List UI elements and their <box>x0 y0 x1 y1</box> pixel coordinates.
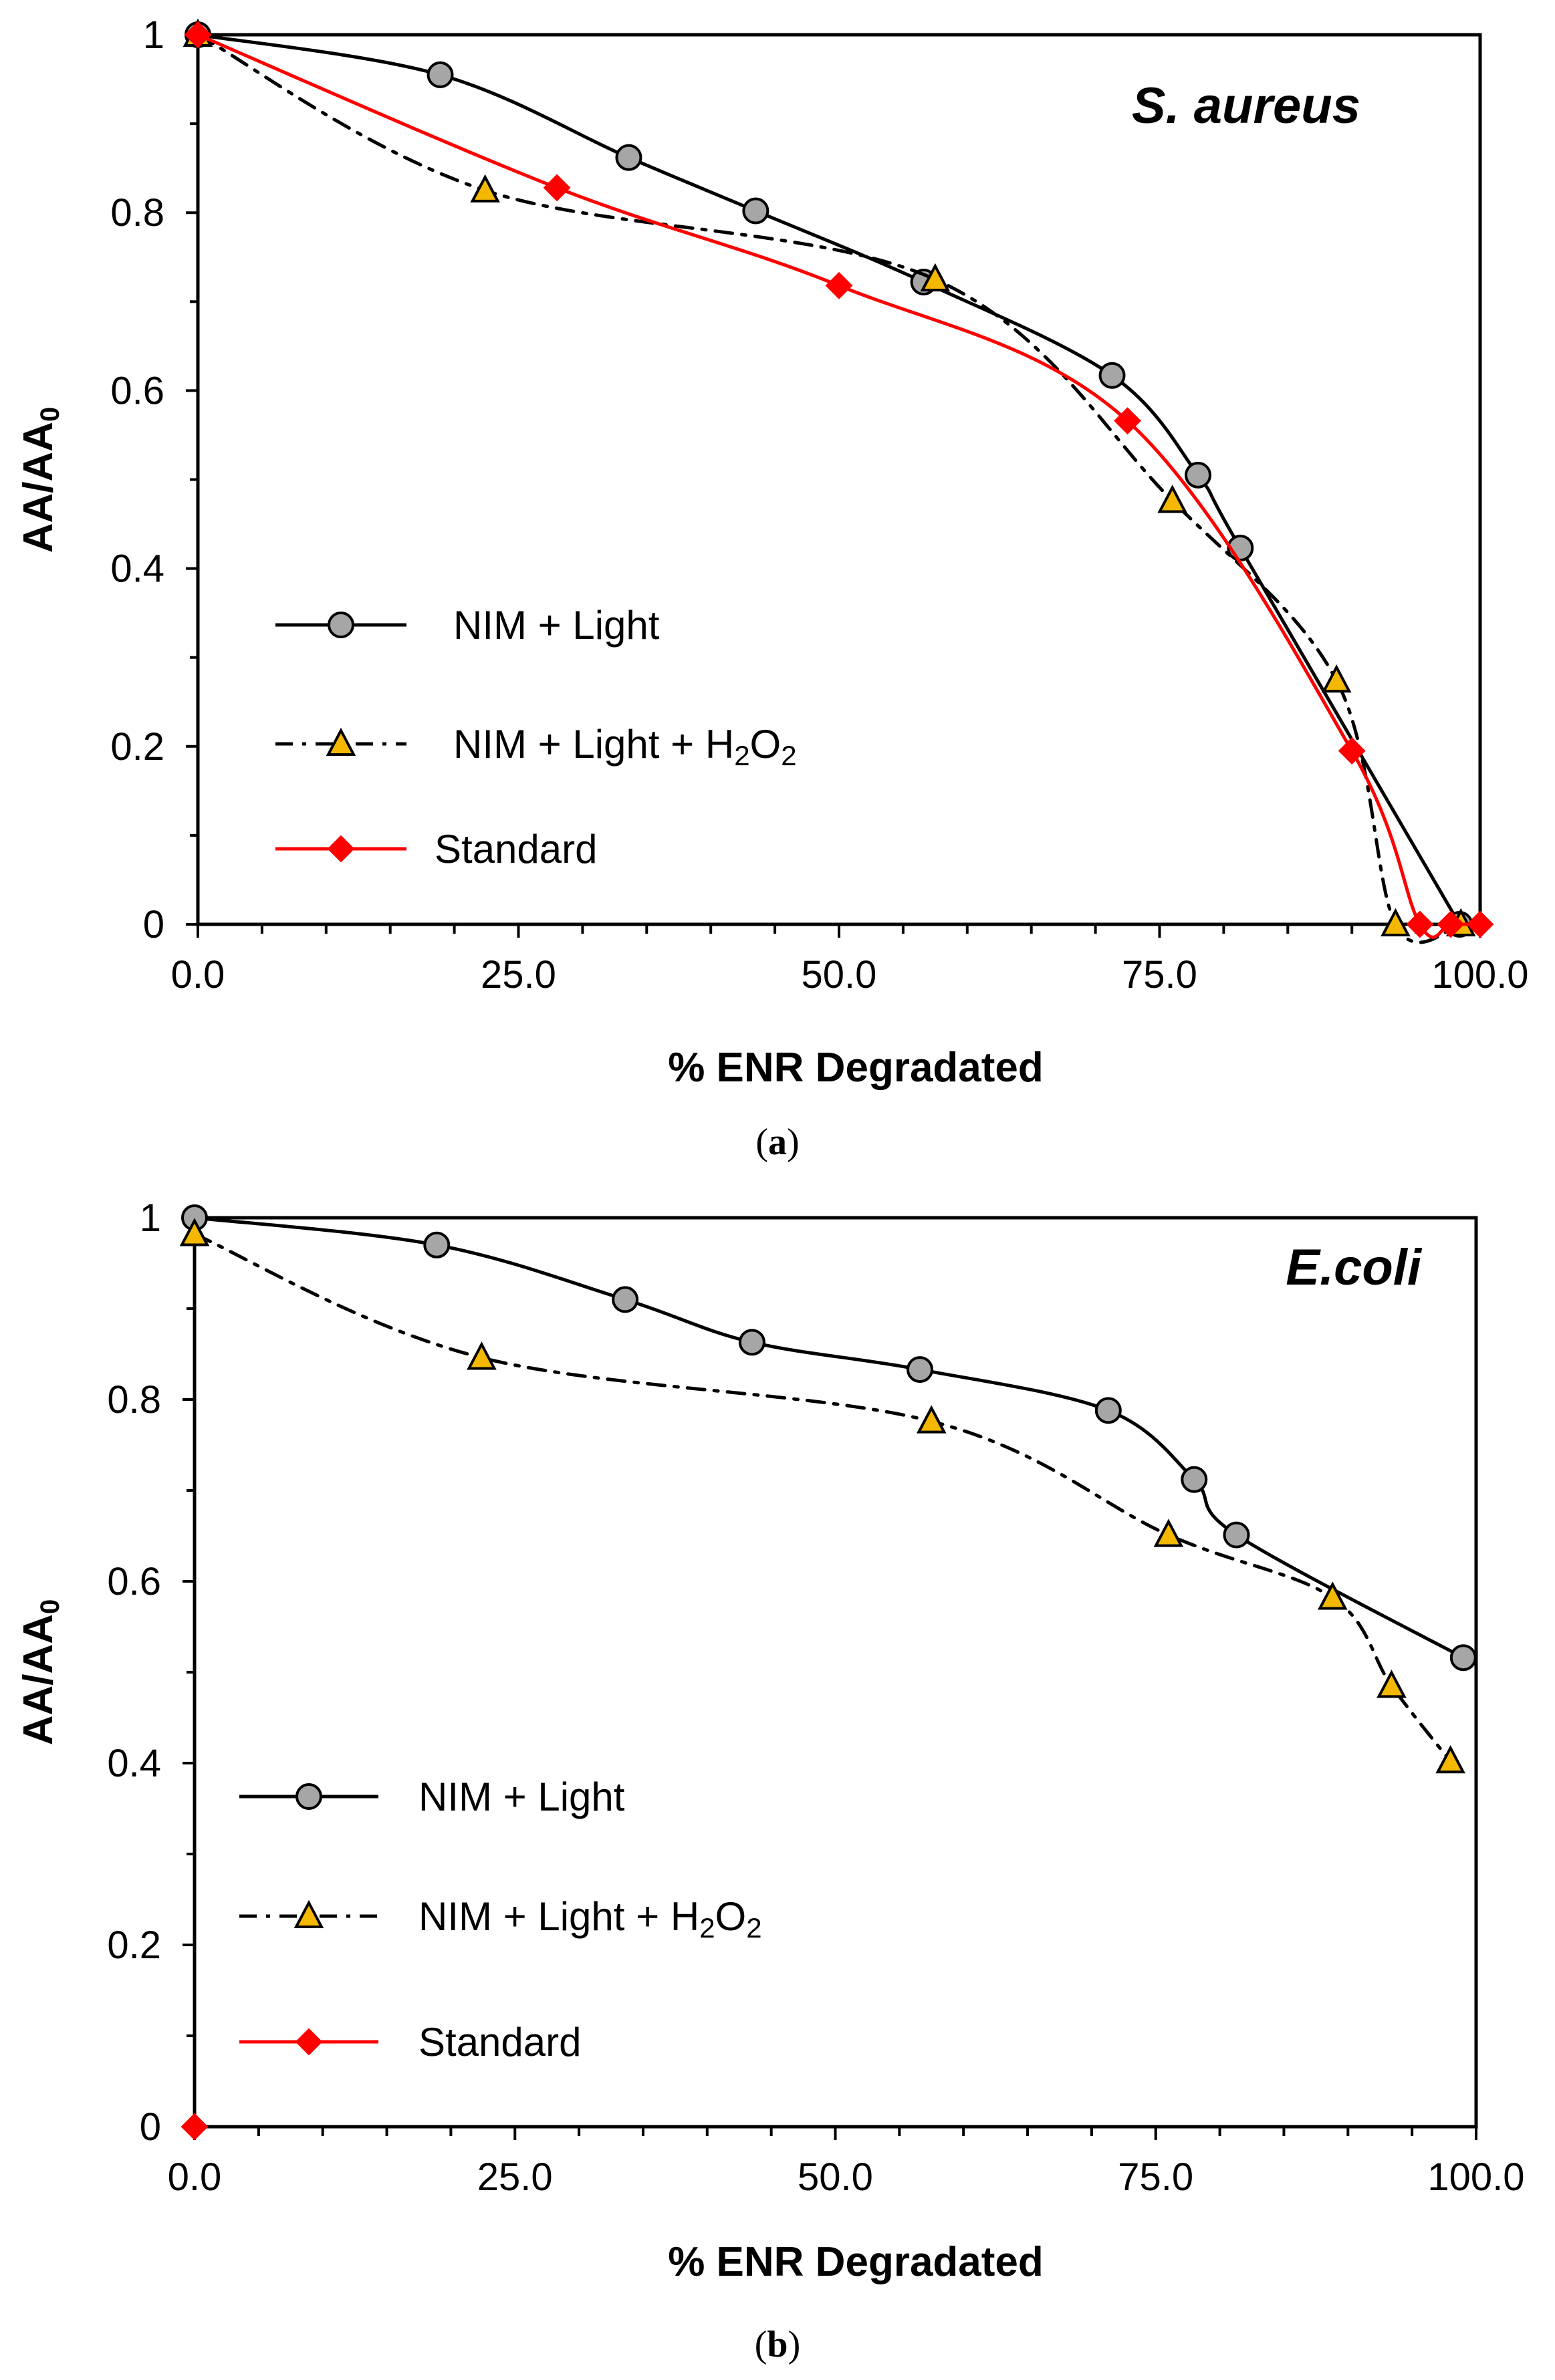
data-point <box>1435 1744 1465 1774</box>
data-point <box>1406 910 1434 938</box>
x-tick-label: 50.0 <box>802 953 877 997</box>
series-line <box>196 33 1482 939</box>
legend-entry: Standard <box>275 827 598 872</box>
legend-label: NIM + Light <box>418 1774 625 1819</box>
y-tick-label: 0.4 <box>107 1742 161 1785</box>
data-point <box>470 174 500 203</box>
data-point <box>1153 1518 1184 1547</box>
legend-entry: NIM + Light + H2O2 <box>239 1894 762 1944</box>
data-point <box>184 21 212 49</box>
x-axis-title: % ENR Degradated <box>668 2239 1044 2285</box>
x-tick-label: 100.0 <box>1427 2155 1524 2199</box>
y-tick-label: 0.2 <box>107 1924 161 1967</box>
legend-entry: NIM + Light <box>239 1774 625 1819</box>
y-tick-label: 0 <box>143 903 164 946</box>
y-tick-label: 1 <box>140 1196 161 1240</box>
legend-marker <box>295 2028 323 2056</box>
legend-label: NIM + Light + H2O2 <box>418 1894 762 1944</box>
data-point <box>1466 910 1494 938</box>
series-triangle <box>179 1218 1465 1774</box>
x-tick-label: 0.0 <box>171 953 225 997</box>
chart-panel-a: 0.0 25.0 50.0 75.0 100.0 0 0.2 0.4 0.6 0.8 1 % ENR … <box>15 13 1529 1163</box>
legend-marker <box>293 1899 324 1928</box>
data-point <box>615 144 642 171</box>
series-line <box>196 33 1461 926</box>
data-point <box>1223 1521 1250 1549</box>
series-diamond <box>184 21 1494 939</box>
legend-label: Standard <box>418 2020 582 2065</box>
y-tick-label: 0.8 <box>110 191 164 235</box>
data-point <box>423 1231 451 1259</box>
data-point <box>181 2113 209 2141</box>
y-tick-label: 0.6 <box>110 369 164 412</box>
data-point <box>1321 664 1352 693</box>
data-point <box>1181 1466 1208 1493</box>
y-axis-title: AA/AA0 <box>15 407 65 553</box>
x-tick-label: 75.0 <box>1118 2155 1193 2199</box>
legend-label: NIM + Light <box>453 603 660 648</box>
data-point <box>825 271 853 299</box>
data-point <box>467 1341 497 1370</box>
x-tick-label: 25.0 <box>481 953 556 997</box>
data-point <box>1094 1397 1122 1424</box>
y-tick-label: 0.4 <box>110 547 164 591</box>
plot-frame <box>196 33 1482 926</box>
series-diamond <box>181 2113 209 2141</box>
data-point <box>1317 1581 1348 1610</box>
x-tick-label: 75.0 <box>1122 953 1197 997</box>
data-point <box>742 197 769 225</box>
legend-marker <box>295 1783 322 1810</box>
data-point <box>1114 407 1141 435</box>
x-tick-label: 0.0 <box>168 2155 222 2199</box>
data-point <box>1381 908 1411 936</box>
y-tick-label: 0.2 <box>110 725 164 769</box>
data-point <box>427 61 454 88</box>
y-tick-label: 0.6 <box>107 1560 161 1603</box>
data-point <box>1437 910 1465 938</box>
data-point <box>916 1405 947 1434</box>
data-point <box>1185 461 1212 489</box>
data-point <box>1098 362 1126 389</box>
data-point <box>1338 737 1366 765</box>
data-point <box>1157 485 1187 513</box>
legend-entry: NIM + Light + H2O2 <box>275 722 797 771</box>
series-circle <box>185 21 1473 938</box>
legend-label: NIM + Light + H2O2 <box>453 722 797 771</box>
panel-caption: (b) <box>755 2324 800 2365</box>
data-point <box>543 174 571 202</box>
panel-title: E.coli <box>1286 1239 1423 1296</box>
y-tick-label: 1 <box>143 13 164 57</box>
panel-caption: (a) <box>755 1121 799 1163</box>
data-point <box>920 263 951 292</box>
series-line <box>193 1216 1465 1660</box>
x-tick-label: 50.0 <box>798 2155 873 2199</box>
series-line <box>196 33 1463 944</box>
legend-label: Standard <box>435 827 598 872</box>
series-triangle <box>183 18 1476 944</box>
y-tick-label: 0.8 <box>107 1378 161 1422</box>
data-point <box>179 1218 210 1246</box>
chart-panel-b: 0.0 25.0 50.0 75.0 100.0 0 0.2 0.4 0.6 0.8 1 % ENR … <box>15 1196 1525 2365</box>
y-tick-label: 0 <box>140 2105 161 2149</box>
x-tick-label: 25.0 <box>477 2155 553 2199</box>
series-circle <box>181 1204 1477 1672</box>
data-point <box>1377 1670 1407 1698</box>
series-line <box>193 1232 1453 1763</box>
data-point <box>612 1286 639 1313</box>
legend-entry: Standard <box>239 2020 582 2065</box>
legend-marker <box>327 835 355 863</box>
data-point <box>738 1329 765 1356</box>
legend-entry: NIM + Light <box>275 603 660 648</box>
data-point <box>1449 1644 1477 1672</box>
legend-marker <box>326 727 356 756</box>
legend-marker <box>328 612 354 638</box>
x-axis-title: % ENR Degradated <box>668 1045 1044 1091</box>
x-tick-label: 100.0 <box>1431 953 1528 997</box>
panel-title: S. aureus <box>1132 78 1360 134</box>
data-point <box>907 1356 934 1383</box>
y-axis-title: AA/AA0 <box>15 1599 65 1746</box>
plot-frame <box>193 1216 1478 2129</box>
